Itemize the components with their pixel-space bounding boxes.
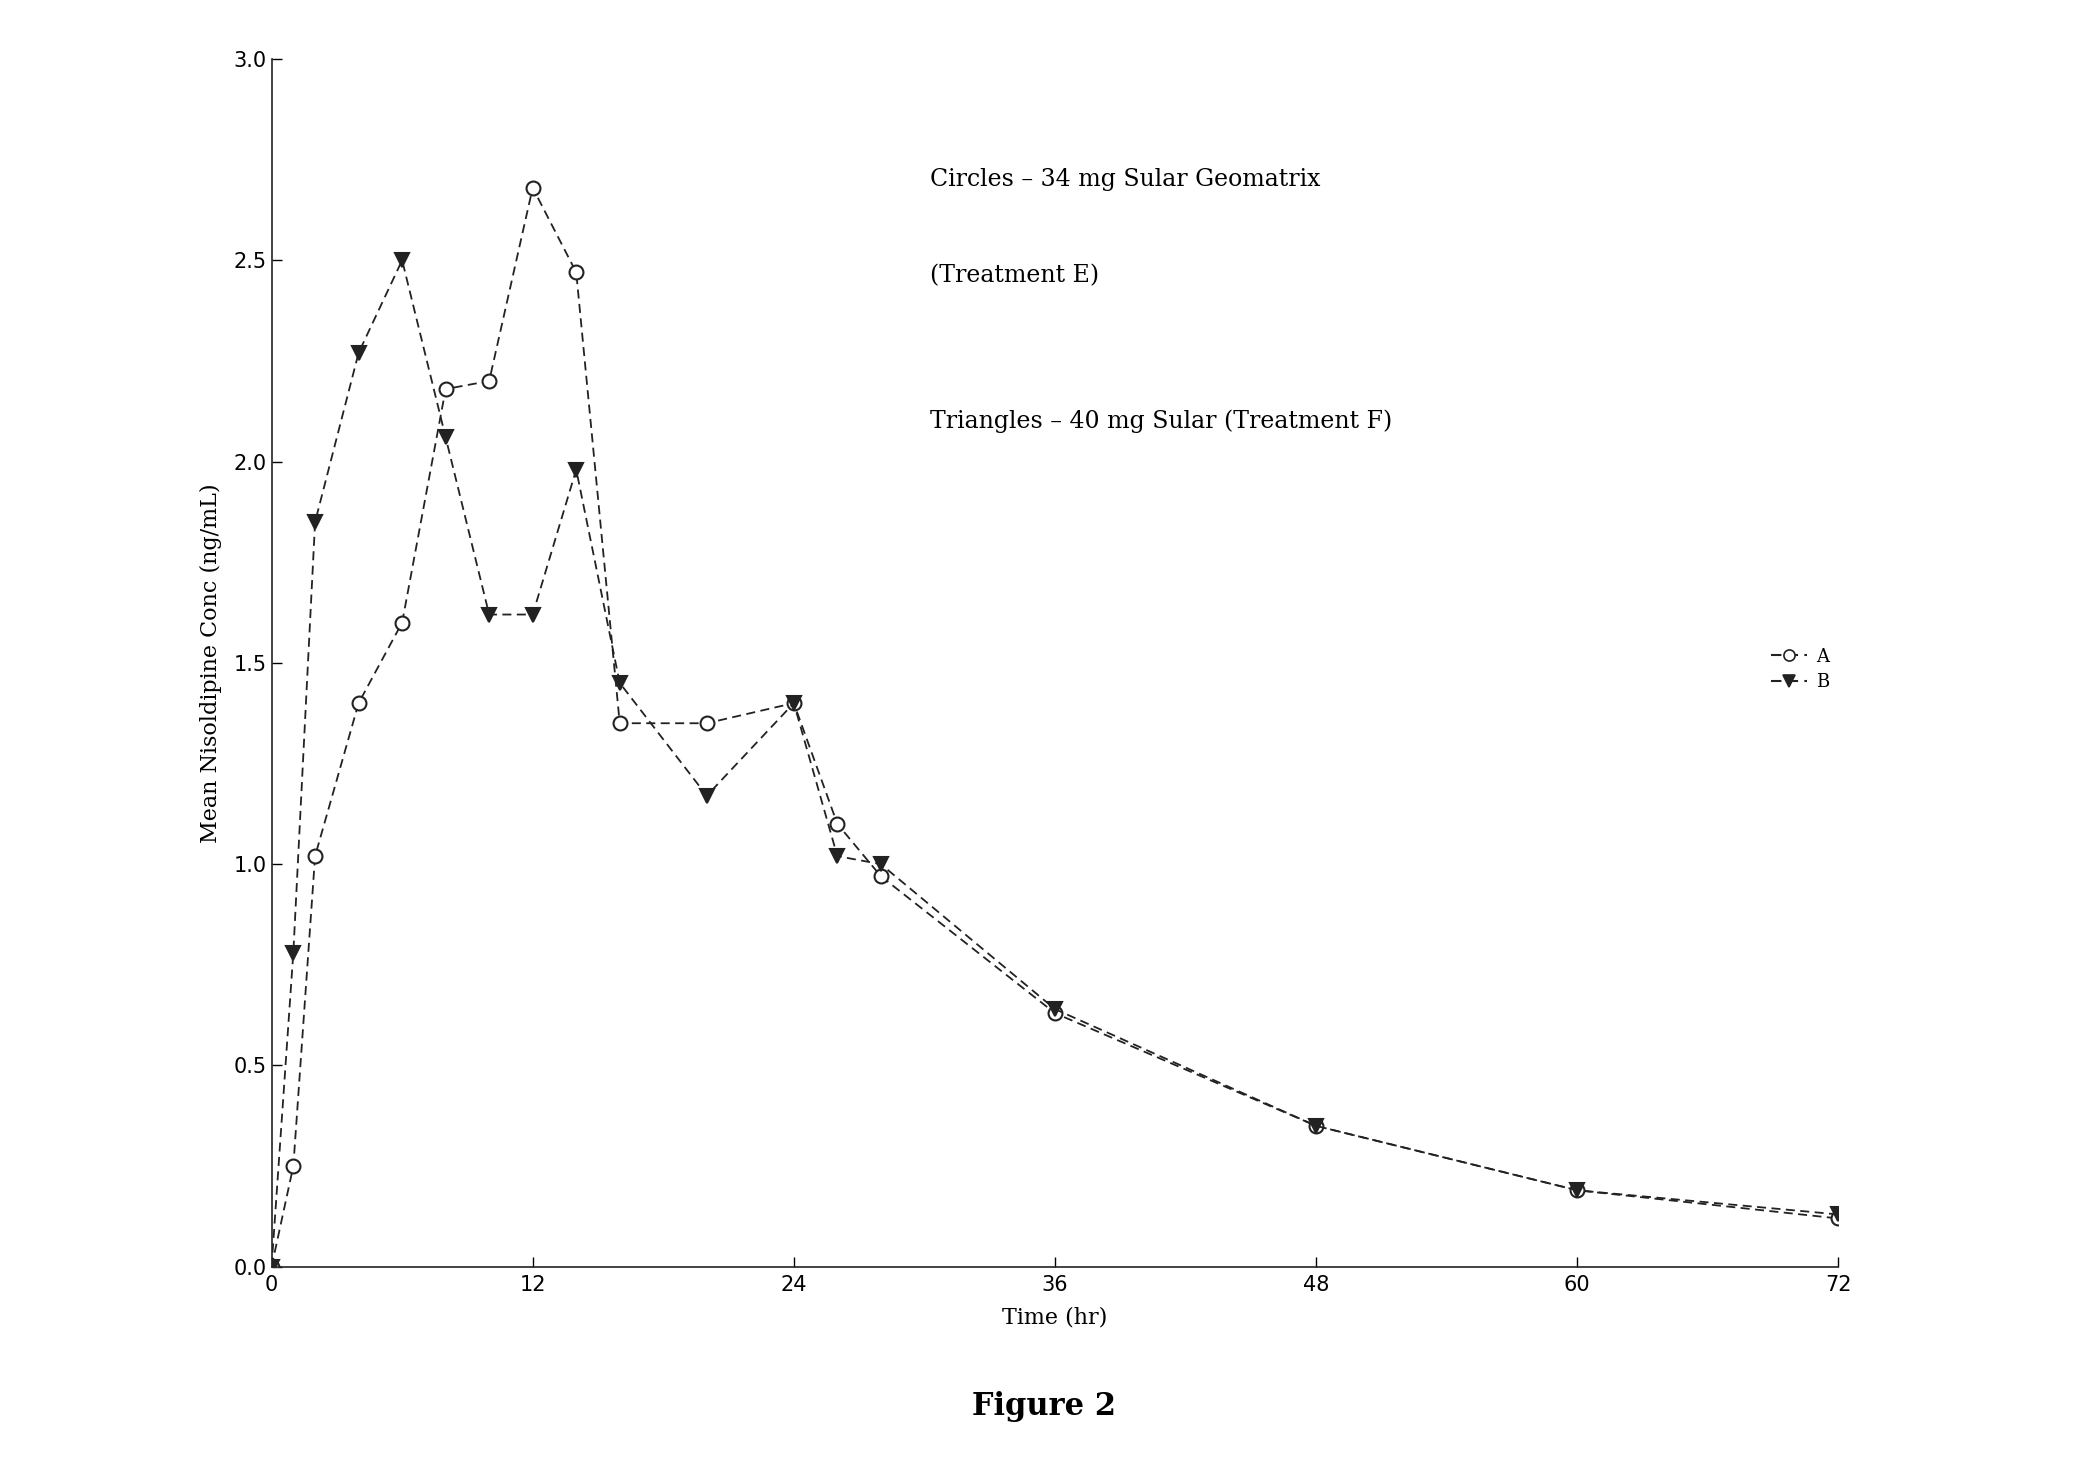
Line: A: A <box>265 181 1845 1274</box>
A <box>781 694 806 711</box>
B <box>694 787 719 804</box>
A <box>520 178 545 196</box>
A <box>280 1158 305 1175</box>
Y-axis label: Mean Nisoldipine Conc (ng/mL): Mean Nisoldipine Conc (ng/mL) <box>201 483 221 843</box>
Legend: A, B: A, B <box>1771 648 1830 691</box>
A <box>608 714 633 732</box>
B <box>869 856 894 873</box>
A <box>869 868 894 885</box>
B <box>825 847 850 865</box>
Text: Circles – 34 mg Sular Geomatrix: Circles – 34 mg Sular Geomatrix <box>930 168 1320 190</box>
B <box>389 252 414 270</box>
Text: Figure 2: Figure 2 <box>973 1391 1116 1423</box>
B <box>347 345 372 362</box>
B <box>608 675 633 692</box>
A <box>564 264 589 281</box>
A <box>347 694 372 711</box>
A <box>825 815 850 832</box>
B <box>280 944 305 962</box>
A <box>389 614 414 632</box>
A <box>432 380 457 398</box>
A <box>694 714 719 732</box>
Text: (Treatment E): (Treatment E) <box>930 264 1099 287</box>
B <box>1565 1181 1590 1199</box>
A <box>1042 1005 1067 1022</box>
A <box>1304 1117 1329 1134</box>
B <box>1826 1205 1851 1223</box>
B <box>1042 1000 1067 1018</box>
B <box>1304 1117 1329 1134</box>
B <box>476 605 501 623</box>
A <box>1565 1181 1590 1199</box>
X-axis label: Time (hr): Time (hr) <box>1003 1307 1107 1329</box>
B <box>564 461 589 479</box>
Text: Triangles – 40 mg Sular (Treatment F): Triangles – 40 mg Sular (Treatment F) <box>930 409 1391 433</box>
B <box>432 429 457 446</box>
B <box>303 513 328 530</box>
A <box>476 373 501 390</box>
B <box>520 605 545 623</box>
A <box>259 1258 284 1276</box>
A <box>303 847 328 865</box>
Line: B: B <box>265 253 1845 1274</box>
A <box>1826 1209 1851 1227</box>
B <box>259 1258 284 1276</box>
B <box>781 694 806 711</box>
